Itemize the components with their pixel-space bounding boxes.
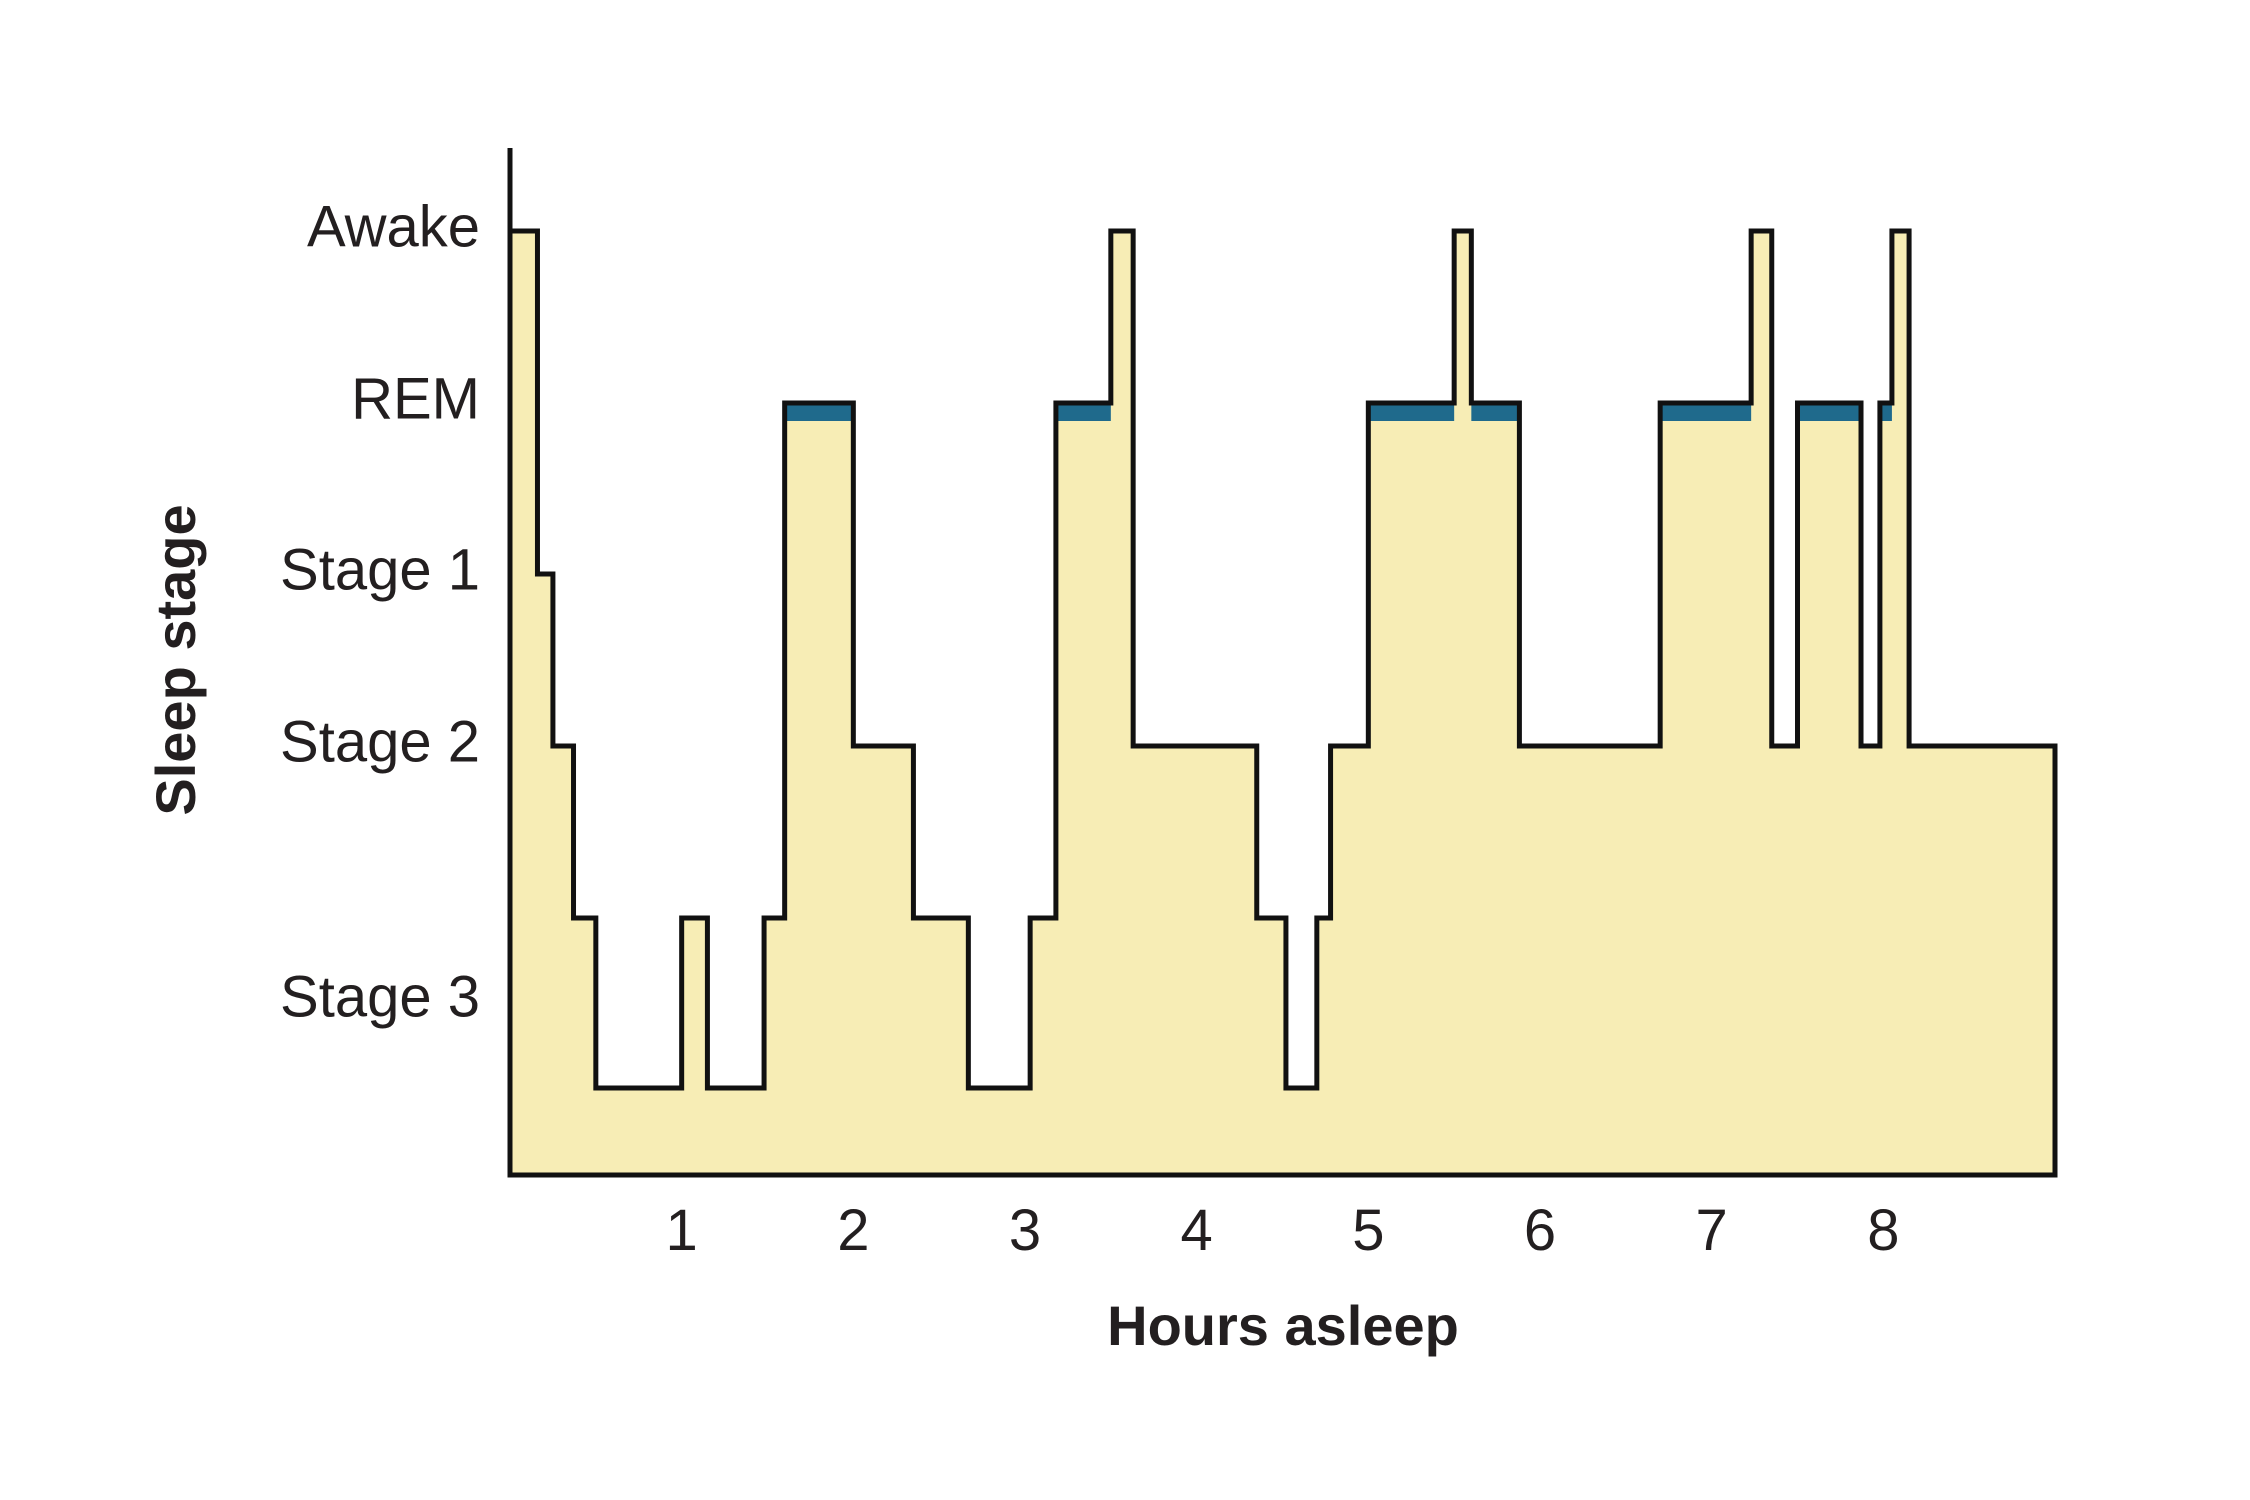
x-tick-labels: 1 2 3 4 5 6 7 8: [666, 1198, 1900, 1263]
x-tick-label: 2: [837, 1198, 869, 1263]
rem-segment: [784, 403, 854, 421]
x-tick-label: 8: [1867, 1198, 1899, 1263]
y-stage-labels: Awake REM Stage 1 Stage 2 Stage 3: [280, 194, 480, 1029]
stage-label-awake: Awake: [307, 194, 480, 259]
sleep-area-fill: [510, 231, 2055, 1175]
x-tick-label: 4: [1181, 1198, 1213, 1263]
x-tick-label: 3: [1009, 1198, 1041, 1263]
stage-label-stage-2: Stage 2: [280, 709, 480, 774]
rem-segment: [1368, 403, 1455, 421]
stage-label-stage-1: Stage 1: [280, 537, 480, 602]
y-axis-title: Sleep stage: [144, 504, 207, 815]
x-tick-label: 1: [666, 1198, 698, 1263]
rem-segment: [1797, 403, 1862, 421]
stage-label-rem: REM: [351, 366, 480, 431]
rem-segment: [1055, 403, 1111, 421]
x-axis-title: Hours asleep: [1107, 1294, 1459, 1357]
rem-segment: [1879, 403, 1892, 421]
rem-segment: [1471, 403, 1520, 421]
hypnogram-line: [507, 228, 2058, 1178]
rem-segment: [1660, 403, 1752, 421]
stage-label-stage-3: Stage 3: [280, 964, 480, 1029]
x-tick-label: 7: [1696, 1198, 1728, 1263]
x-tick-label: 5: [1352, 1198, 1384, 1263]
x-tick-label: 6: [1524, 1198, 1556, 1263]
plot-area: [507, 148, 2058, 1178]
